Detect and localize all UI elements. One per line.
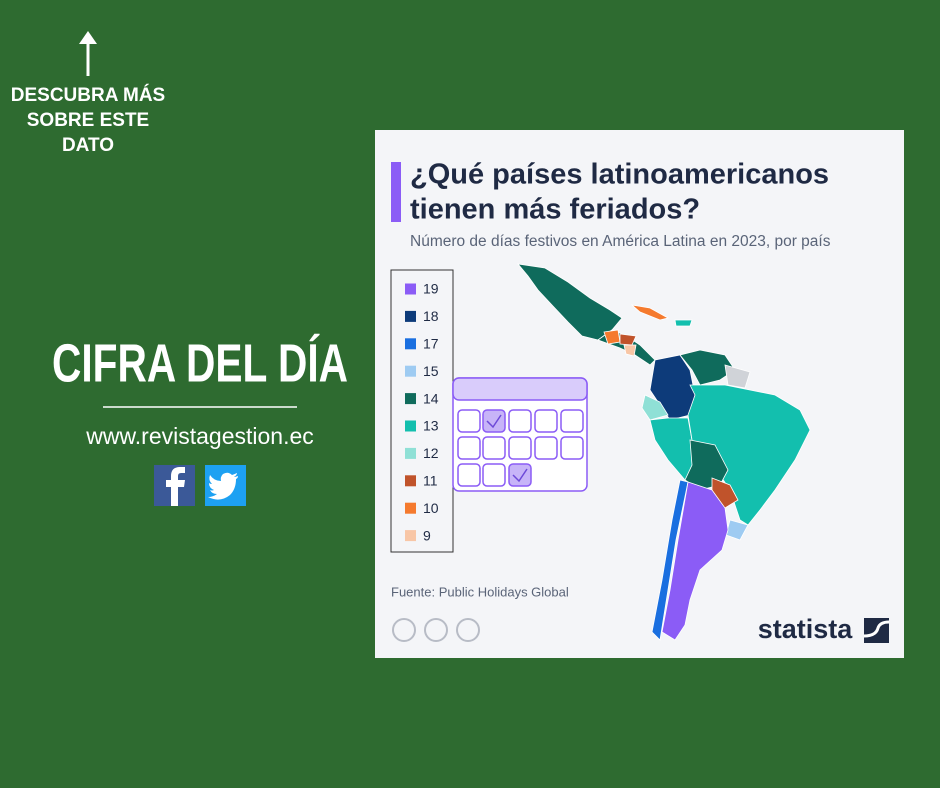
map-region [651, 479, 689, 641]
cta-line: DATO [62, 135, 114, 156]
heading: CIFRA DEL DÍA [52, 333, 348, 393]
legend-swatch [405, 447, 416, 459]
brand: statista [758, 614, 854, 644]
website[interactable]: www.revistagestion.ec [85, 423, 314, 449]
legend-swatch [405, 310, 416, 322]
legend-swatch [405, 283, 416, 295]
brand-logo [863, 618, 890, 643]
source: Fuente: Public Holidays Global [391, 584, 569, 599]
legend-label: 17 [423, 336, 439, 352]
arrow-head [79, 31, 97, 44]
license-icons [392, 618, 480, 642]
map-region [641, 394, 669, 421]
legend-swatch [405, 393, 416, 405]
legend-swatch [405, 365, 416, 377]
legend-swatch [405, 530, 416, 542]
legend-swatch [405, 420, 416, 432]
card-title: ¿Qué países latinoamericanos [410, 159, 829, 191]
map-region [674, 319, 693, 327]
legend-swatch [405, 502, 416, 514]
map-region [687, 384, 811, 526]
calendar-illustration [452, 377, 588, 492]
map-region-no-data [724, 364, 751, 389]
legend-label: 10 [423, 500, 439, 516]
legend-label: 18 [423, 308, 439, 324]
card-title: tienen más feriados? [410, 194, 700, 226]
facebook-icon[interactable] [154, 465, 195, 506]
legend-label: 9 [423, 527, 431, 543]
map-region [661, 481, 729, 641]
map-region [623, 344, 637, 357]
legend-swatch [405, 475, 416, 487]
cta-line: DESCUBRA MÁS [11, 84, 165, 106]
legend-swatch [405, 338, 416, 350]
map-region [630, 304, 670, 321]
legend-label: 14 [423, 390, 439, 406]
legend-label: 13 [423, 418, 439, 434]
cta-line: SOBRE ESTE [27, 110, 149, 131]
legend-label: 12 [423, 445, 439, 461]
legend-label: 19 [423, 281, 439, 297]
legend-label: 15 [423, 363, 439, 379]
map [517, 263, 811, 641]
twitter-icon[interactable] [205, 465, 246, 506]
legend: 19 18 17 15 14 13 12 11 10 9 [405, 281, 439, 543]
map-region [684, 439, 729, 491]
cta[interactable]: DESCUBRA MÁS SOBRE ESTE DATO [11, 31, 165, 156]
card-subtitle: Número de días festivos en América Latin… [410, 233, 831, 250]
legend-label: 11 [423, 473, 438, 489]
title-bar [391, 162, 401, 222]
